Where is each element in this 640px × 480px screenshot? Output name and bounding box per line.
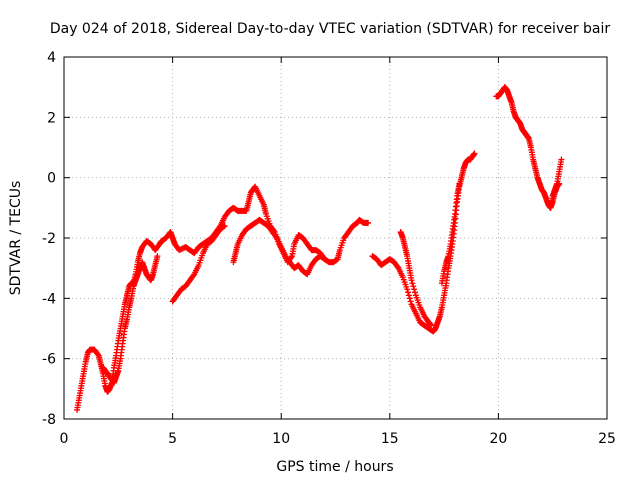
series-segment-5 — [369, 150, 478, 335]
y-tick-label: 4 — [47, 50, 56, 66]
data-point — [410, 283, 417, 290]
x-tick-label: 25 — [598, 431, 616, 447]
x-tick-label: 20 — [489, 431, 507, 447]
series-segment-3 — [169, 222, 228, 305]
data-point — [408, 277, 415, 284]
data-point — [456, 180, 463, 187]
data-point — [272, 233, 279, 240]
x-tick-label: 15 — [381, 431, 399, 447]
data-point — [321, 256, 328, 263]
y-tick-label: -8 — [42, 412, 56, 428]
data-point — [404, 286, 411, 293]
series-segment-2 — [100, 253, 161, 386]
series-segment-4 — [230, 216, 328, 278]
data-point — [471, 150, 478, 157]
y-tick-label: -4 — [42, 291, 56, 307]
data-point — [409, 280, 416, 287]
data-point — [406, 295, 413, 302]
data-point — [154, 253, 161, 260]
data-point — [365, 219, 372, 226]
data-point — [394, 263, 401, 270]
data-point — [405, 289, 412, 296]
series-segment-7 — [438, 180, 463, 287]
data-point — [221, 222, 228, 229]
data-point — [94, 351, 101, 358]
data-point — [558, 156, 565, 163]
x-axis-label: GPS time / hours — [276, 459, 393, 475]
data-point — [411, 286, 418, 293]
y-tick-label: 2 — [47, 110, 56, 126]
x-tick-label: 0 — [60, 431, 69, 447]
data-point — [428, 322, 435, 329]
y-tick-label: 0 — [47, 171, 56, 187]
data-point — [405, 292, 412, 299]
data-point — [407, 298, 414, 305]
axis-ticks: 0 5 10 15 20 25 -8 -6 -4 -2 0 2 4 — [42, 50, 616, 447]
series-segment-6 — [397, 228, 435, 329]
y-tick-label: -6 — [42, 352, 56, 368]
series-segment-9 — [547, 156, 565, 211]
data-point — [190, 272, 197, 279]
x-tick-label: 5 — [168, 431, 177, 447]
y-axis-label: SDTVAR / TECUs — [8, 181, 24, 296]
y-tick-label: -2 — [42, 231, 56, 247]
chart-title: Day 024 of 2018, Sidereal Day-to-day VTE… — [50, 21, 611, 37]
data-series — [74, 84, 565, 413]
data-point — [411, 289, 418, 296]
x-tick-label: 10 — [272, 431, 290, 447]
